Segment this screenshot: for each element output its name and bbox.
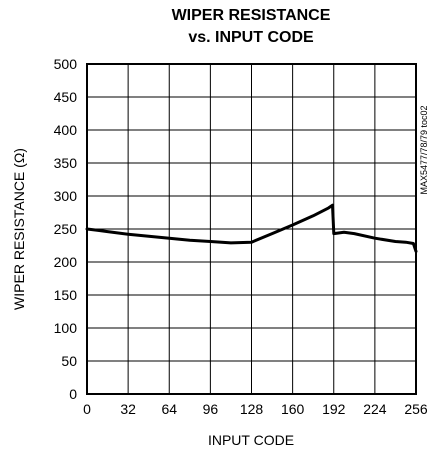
grid	[87, 64, 416, 394]
x-tick-label: 32	[120, 401, 136, 417]
x-tick-label: 224	[363, 401, 387, 417]
y-tick-label: 350	[54, 155, 78, 171]
y-tick-label: 300	[54, 188, 78, 204]
x-tick-label: 64	[161, 401, 177, 417]
y-tick-label: 400	[54, 122, 78, 138]
y-tick-label: 500	[54, 56, 78, 72]
x-tick-label: 192	[322, 401, 346, 417]
y-tick-label: 250	[54, 221, 78, 237]
y-tick-label: 0	[69, 386, 77, 402]
chart-title: WIPER RESISTANCE	[172, 7, 331, 24]
y-tick-label: 100	[54, 320, 78, 336]
y-tick-label: 200	[54, 254, 78, 270]
x-axis-label: INPUT CODE	[208, 432, 294, 448]
x-tick-label: 128	[240, 401, 264, 417]
y-axis-label: WIPER RESISTANCE (Ω)	[11, 148, 27, 310]
x-tick-label: 160	[281, 401, 305, 417]
x-tick-label: 256	[404, 401, 428, 417]
y-tick-label: 450	[54, 89, 78, 105]
y-tick-label: 150	[54, 287, 78, 303]
x-tick-label: 0	[83, 401, 91, 417]
watermark: MAX5477/78/79 toc02	[419, 105, 429, 194]
chart-subtitle: vs. INPUT CODE	[188, 29, 314, 46]
y-tick-label: 50	[61, 353, 77, 369]
x-tick-label: 96	[203, 401, 219, 417]
